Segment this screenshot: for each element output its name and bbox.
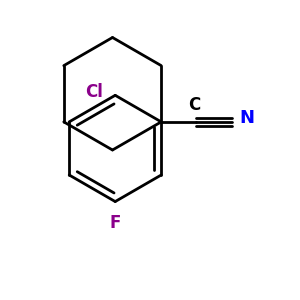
- Text: C: C: [188, 96, 200, 114]
- Text: Cl: Cl: [85, 83, 103, 101]
- Text: F: F: [110, 214, 121, 232]
- Text: N: N: [239, 109, 254, 127]
